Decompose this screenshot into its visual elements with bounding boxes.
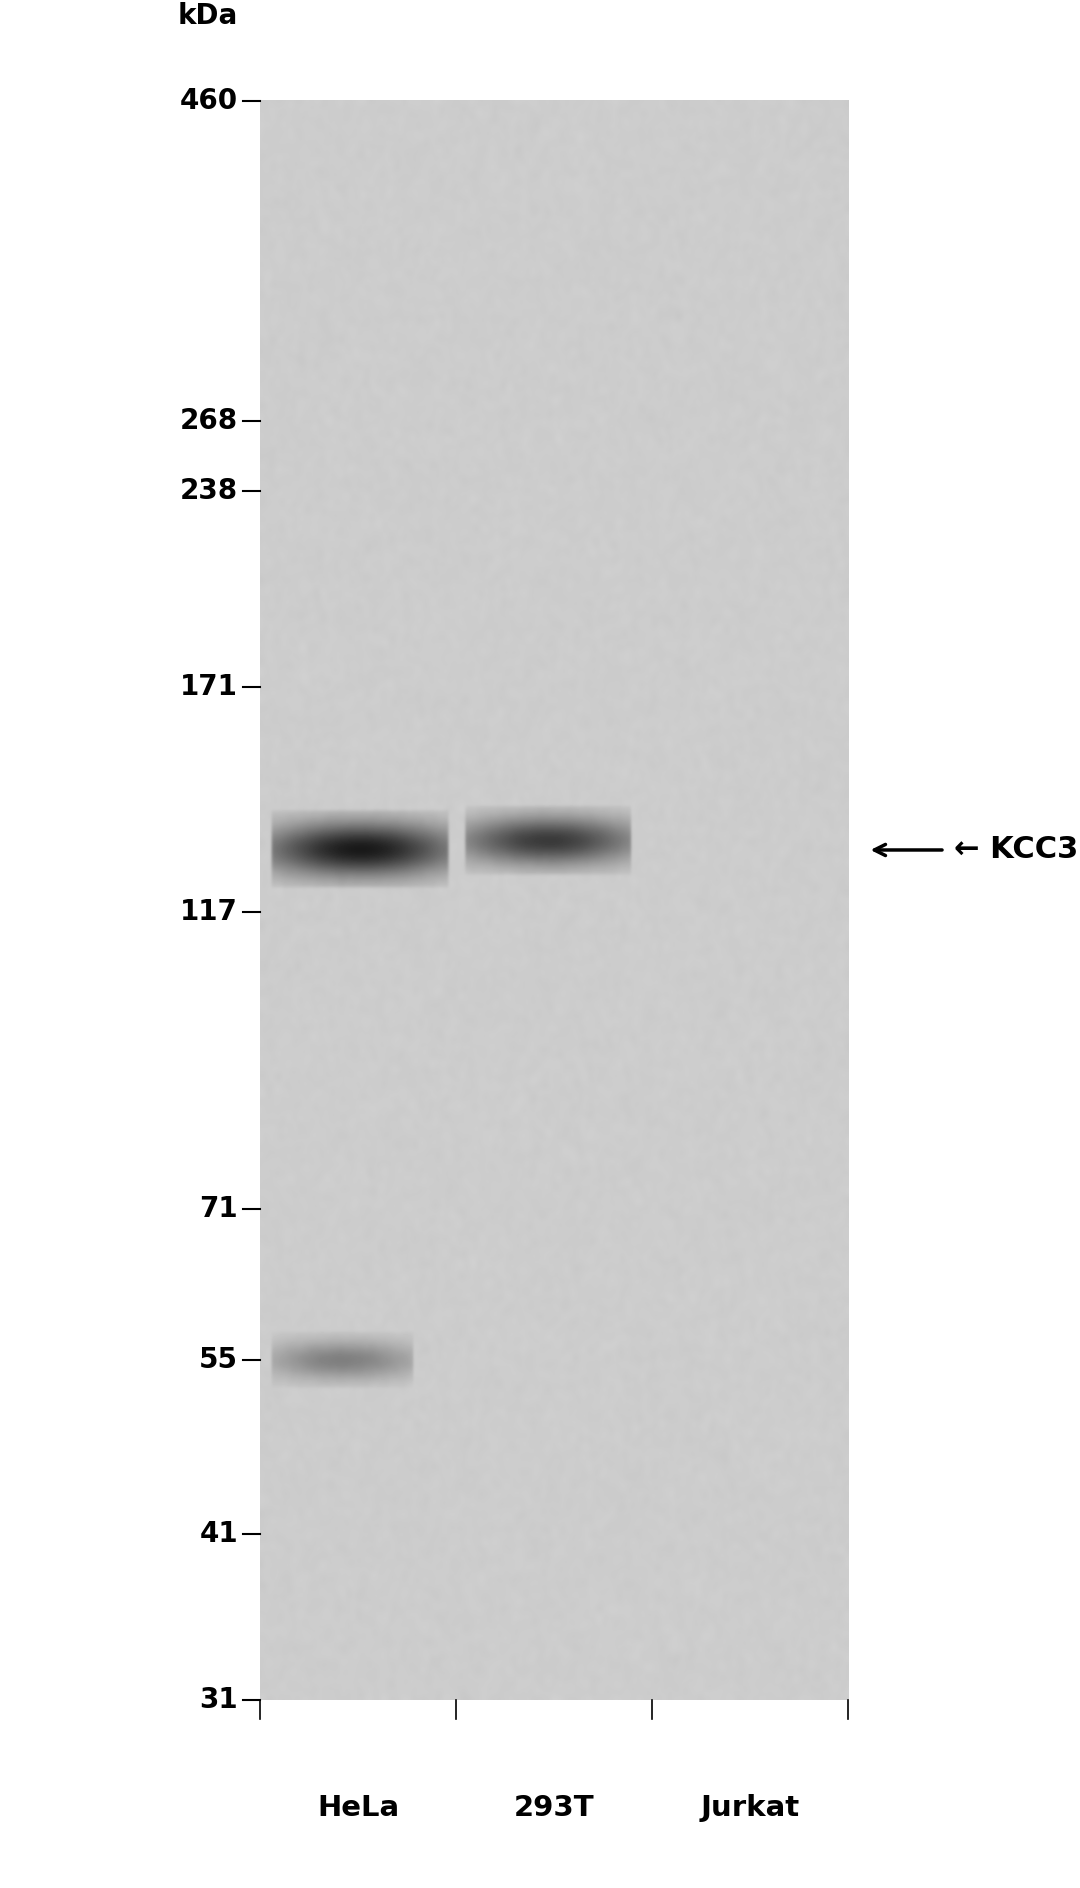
- Text: 171: 171: [180, 674, 238, 702]
- Text: HeLa: HeLa: [318, 1794, 400, 1822]
- Text: kDa: kDa: [178, 2, 238, 30]
- Text: 31: 31: [200, 1686, 238, 1714]
- Text: 293T: 293T: [514, 1794, 595, 1822]
- Text: 71: 71: [200, 1195, 238, 1223]
- Text: 238: 238: [180, 478, 238, 506]
- Text: 117: 117: [180, 899, 238, 927]
- Text: 41: 41: [200, 1520, 238, 1548]
- Text: 460: 460: [180, 87, 238, 115]
- Text: 268: 268: [180, 408, 238, 434]
- Text: ← KCC3: ← KCC3: [955, 836, 1079, 865]
- Text: Jurkat: Jurkat: [701, 1794, 800, 1822]
- Text: 55: 55: [199, 1346, 238, 1374]
